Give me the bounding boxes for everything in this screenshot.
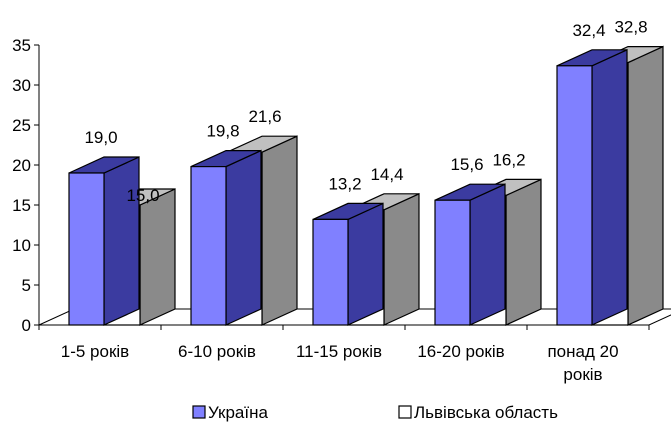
value-label-lviv: 14,4 [370, 165, 403, 184]
bar-front [312, 218, 349, 326]
category-label: 6-10 років [178, 342, 256, 361]
bar-ukraine [556, 48, 628, 326]
y-tick-label: 20 [12, 156, 31, 175]
y-tick-label: 30 [12, 76, 31, 95]
category-label: 16-20 років [417, 342, 504, 361]
y-tick-label: 25 [12, 116, 31, 135]
legend: Україна Львівська область [192, 403, 558, 422]
value-label-lviv: 15,0 [126, 186, 159, 205]
value-label-ukraine: 32,4 [572, 21, 605, 40]
value-label-ukraine: 19,8 [206, 122, 239, 141]
category-labels: 1-5 років 6-10 років 11-15 років 16-20 рокі… [61, 342, 619, 384]
bar-side [103, 156, 140, 326]
legend-swatch-lviv [398, 405, 412, 419]
value-labels: 19,0 15,0 19,8 21,6 13,2 14,4 15,6 16,2 32,4 32,8 [84, 18, 647, 205]
bar-ukraine [312, 202, 384, 326]
y-axis: 0 5 10 15 20 25 30 35 [12, 36, 650, 335]
legend-label-lviv: Львівська область [414, 403, 558, 422]
bar-ukraine [68, 156, 140, 326]
bar-front [556, 65, 593, 326]
category-label: понад 20 [547, 342, 618, 361]
category-label: 1-5 років [61, 342, 129, 361]
bar-side [225, 149, 262, 326]
value-label-ukraine: 19,0 [84, 128, 117, 147]
bars [68, 45, 664, 326]
y-tick-label: 0 [22, 316, 31, 335]
bar-front [68, 172, 105, 326]
value-label-ukraine: 15,6 [450, 155, 483, 174]
value-label-lviv: 16,2 [492, 150, 525, 169]
bar-front [434, 199, 471, 326]
value-label-ukraine: 13,2 [328, 174, 361, 193]
bar-side [139, 188, 176, 326]
value-label-lviv: 32,8 [614, 18, 647, 37]
bar-ukraine [190, 149, 262, 326]
y-tick-label: 5 [22, 276, 31, 295]
bar-side [383, 192, 420, 326]
category-label: років [563, 365, 602, 384]
bar-side [469, 183, 506, 326]
y-tick-label: 15 [12, 196, 31, 215]
bar-front [190, 166, 227, 326]
bar-side [505, 178, 542, 326]
value-label-lviv: 21,6 [248, 107, 281, 126]
bar-side [627, 45, 664, 326]
legend-swatch-ukraine [192, 405, 206, 419]
y-tick-label: 35 [12, 36, 31, 55]
bar-side [591, 48, 628, 326]
legend-label-ukraine: Україна [208, 403, 268, 422]
bar-ukraine [434, 183, 506, 326]
bar-side [347, 202, 384, 326]
category-label: 11-15 років [296, 342, 382, 361]
bar-side [261, 135, 298, 326]
y-tick-label: 10 [12, 236, 31, 255]
